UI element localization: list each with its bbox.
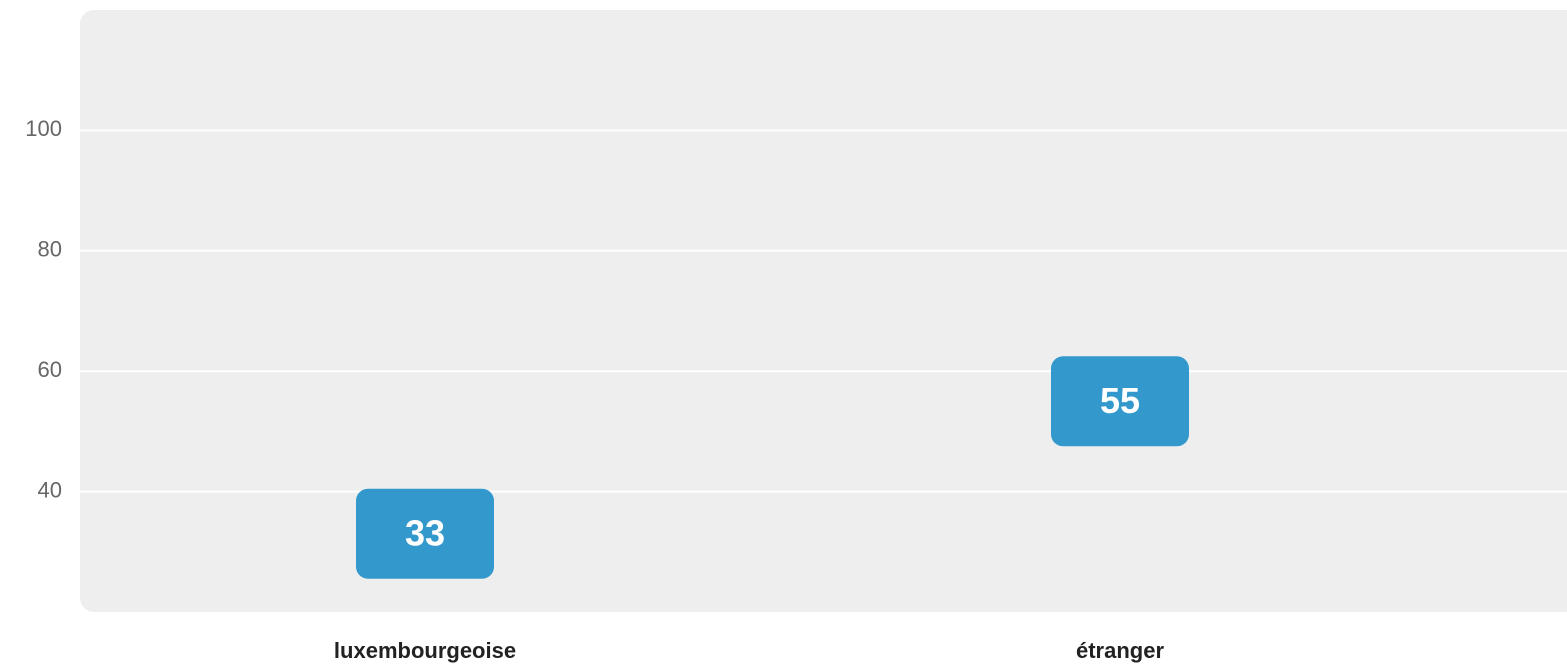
y-tick-label: 40 — [38, 477, 62, 502]
x-tick-label: luxembourgeoise — [334, 638, 516, 663]
plot-area — [80, 10, 1567, 612]
y-tick-label: 60 — [38, 357, 62, 382]
value-label: 55 — [1100, 380, 1140, 421]
value-label: 33 — [405, 512, 445, 553]
y-tick-label: 80 — [38, 237, 62, 262]
x-tick-label: étranger — [1076, 638, 1164, 663]
value-badge — [1051, 356, 1189, 447]
value-badge — [356, 488, 494, 579]
y-tick-label: 100 — [25, 116, 62, 141]
